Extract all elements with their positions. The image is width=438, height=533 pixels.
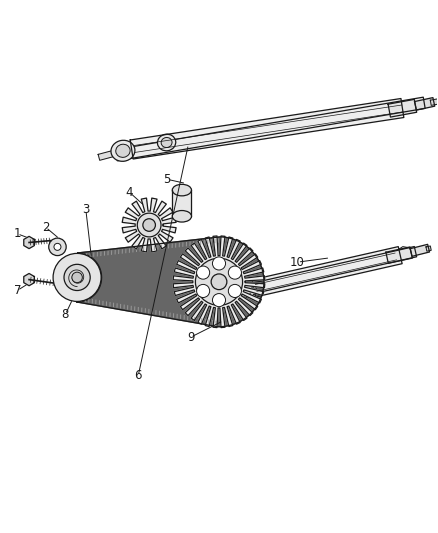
Polygon shape — [426, 246, 431, 251]
Polygon shape — [24, 273, 34, 286]
Polygon shape — [388, 99, 417, 117]
Circle shape — [197, 285, 210, 297]
Polygon shape — [252, 247, 402, 297]
Text: 8: 8 — [62, 308, 69, 321]
Polygon shape — [414, 98, 435, 110]
Polygon shape — [122, 198, 176, 252]
Circle shape — [64, 264, 90, 290]
Ellipse shape — [172, 184, 191, 196]
Text: 6: 6 — [134, 369, 142, 382]
Text: 2: 2 — [42, 221, 49, 233]
Text: 3: 3 — [82, 203, 89, 216]
Circle shape — [212, 257, 226, 270]
Circle shape — [211, 274, 227, 289]
Circle shape — [195, 258, 243, 305]
Ellipse shape — [157, 134, 176, 151]
Polygon shape — [130, 99, 404, 159]
Polygon shape — [430, 99, 438, 106]
Polygon shape — [221, 290, 233, 298]
Circle shape — [212, 294, 226, 306]
Ellipse shape — [239, 282, 256, 297]
Circle shape — [72, 272, 82, 282]
Polygon shape — [173, 236, 265, 328]
Ellipse shape — [228, 288, 238, 297]
Polygon shape — [229, 247, 417, 298]
Circle shape — [49, 238, 66, 256]
Polygon shape — [116, 97, 425, 161]
Text: 10: 10 — [290, 256, 305, 269]
Circle shape — [53, 253, 101, 302]
Circle shape — [228, 285, 241, 297]
Polygon shape — [172, 190, 191, 216]
Text: 5: 5 — [163, 173, 170, 185]
Circle shape — [54, 244, 61, 251]
Ellipse shape — [242, 285, 253, 294]
Ellipse shape — [111, 140, 135, 161]
Ellipse shape — [161, 138, 172, 148]
Ellipse shape — [172, 211, 191, 222]
Circle shape — [143, 219, 155, 231]
Polygon shape — [24, 236, 34, 248]
Polygon shape — [98, 151, 113, 160]
Polygon shape — [410, 244, 430, 256]
Polygon shape — [76, 237, 264, 327]
Circle shape — [197, 266, 210, 279]
Text: 1: 1 — [14, 227, 21, 240]
Text: 4: 4 — [126, 186, 133, 199]
Circle shape — [137, 213, 161, 237]
Ellipse shape — [116, 144, 130, 157]
Text: 9: 9 — [187, 331, 194, 344]
Circle shape — [228, 266, 241, 279]
Polygon shape — [386, 247, 412, 263]
Text: 7: 7 — [14, 284, 21, 297]
